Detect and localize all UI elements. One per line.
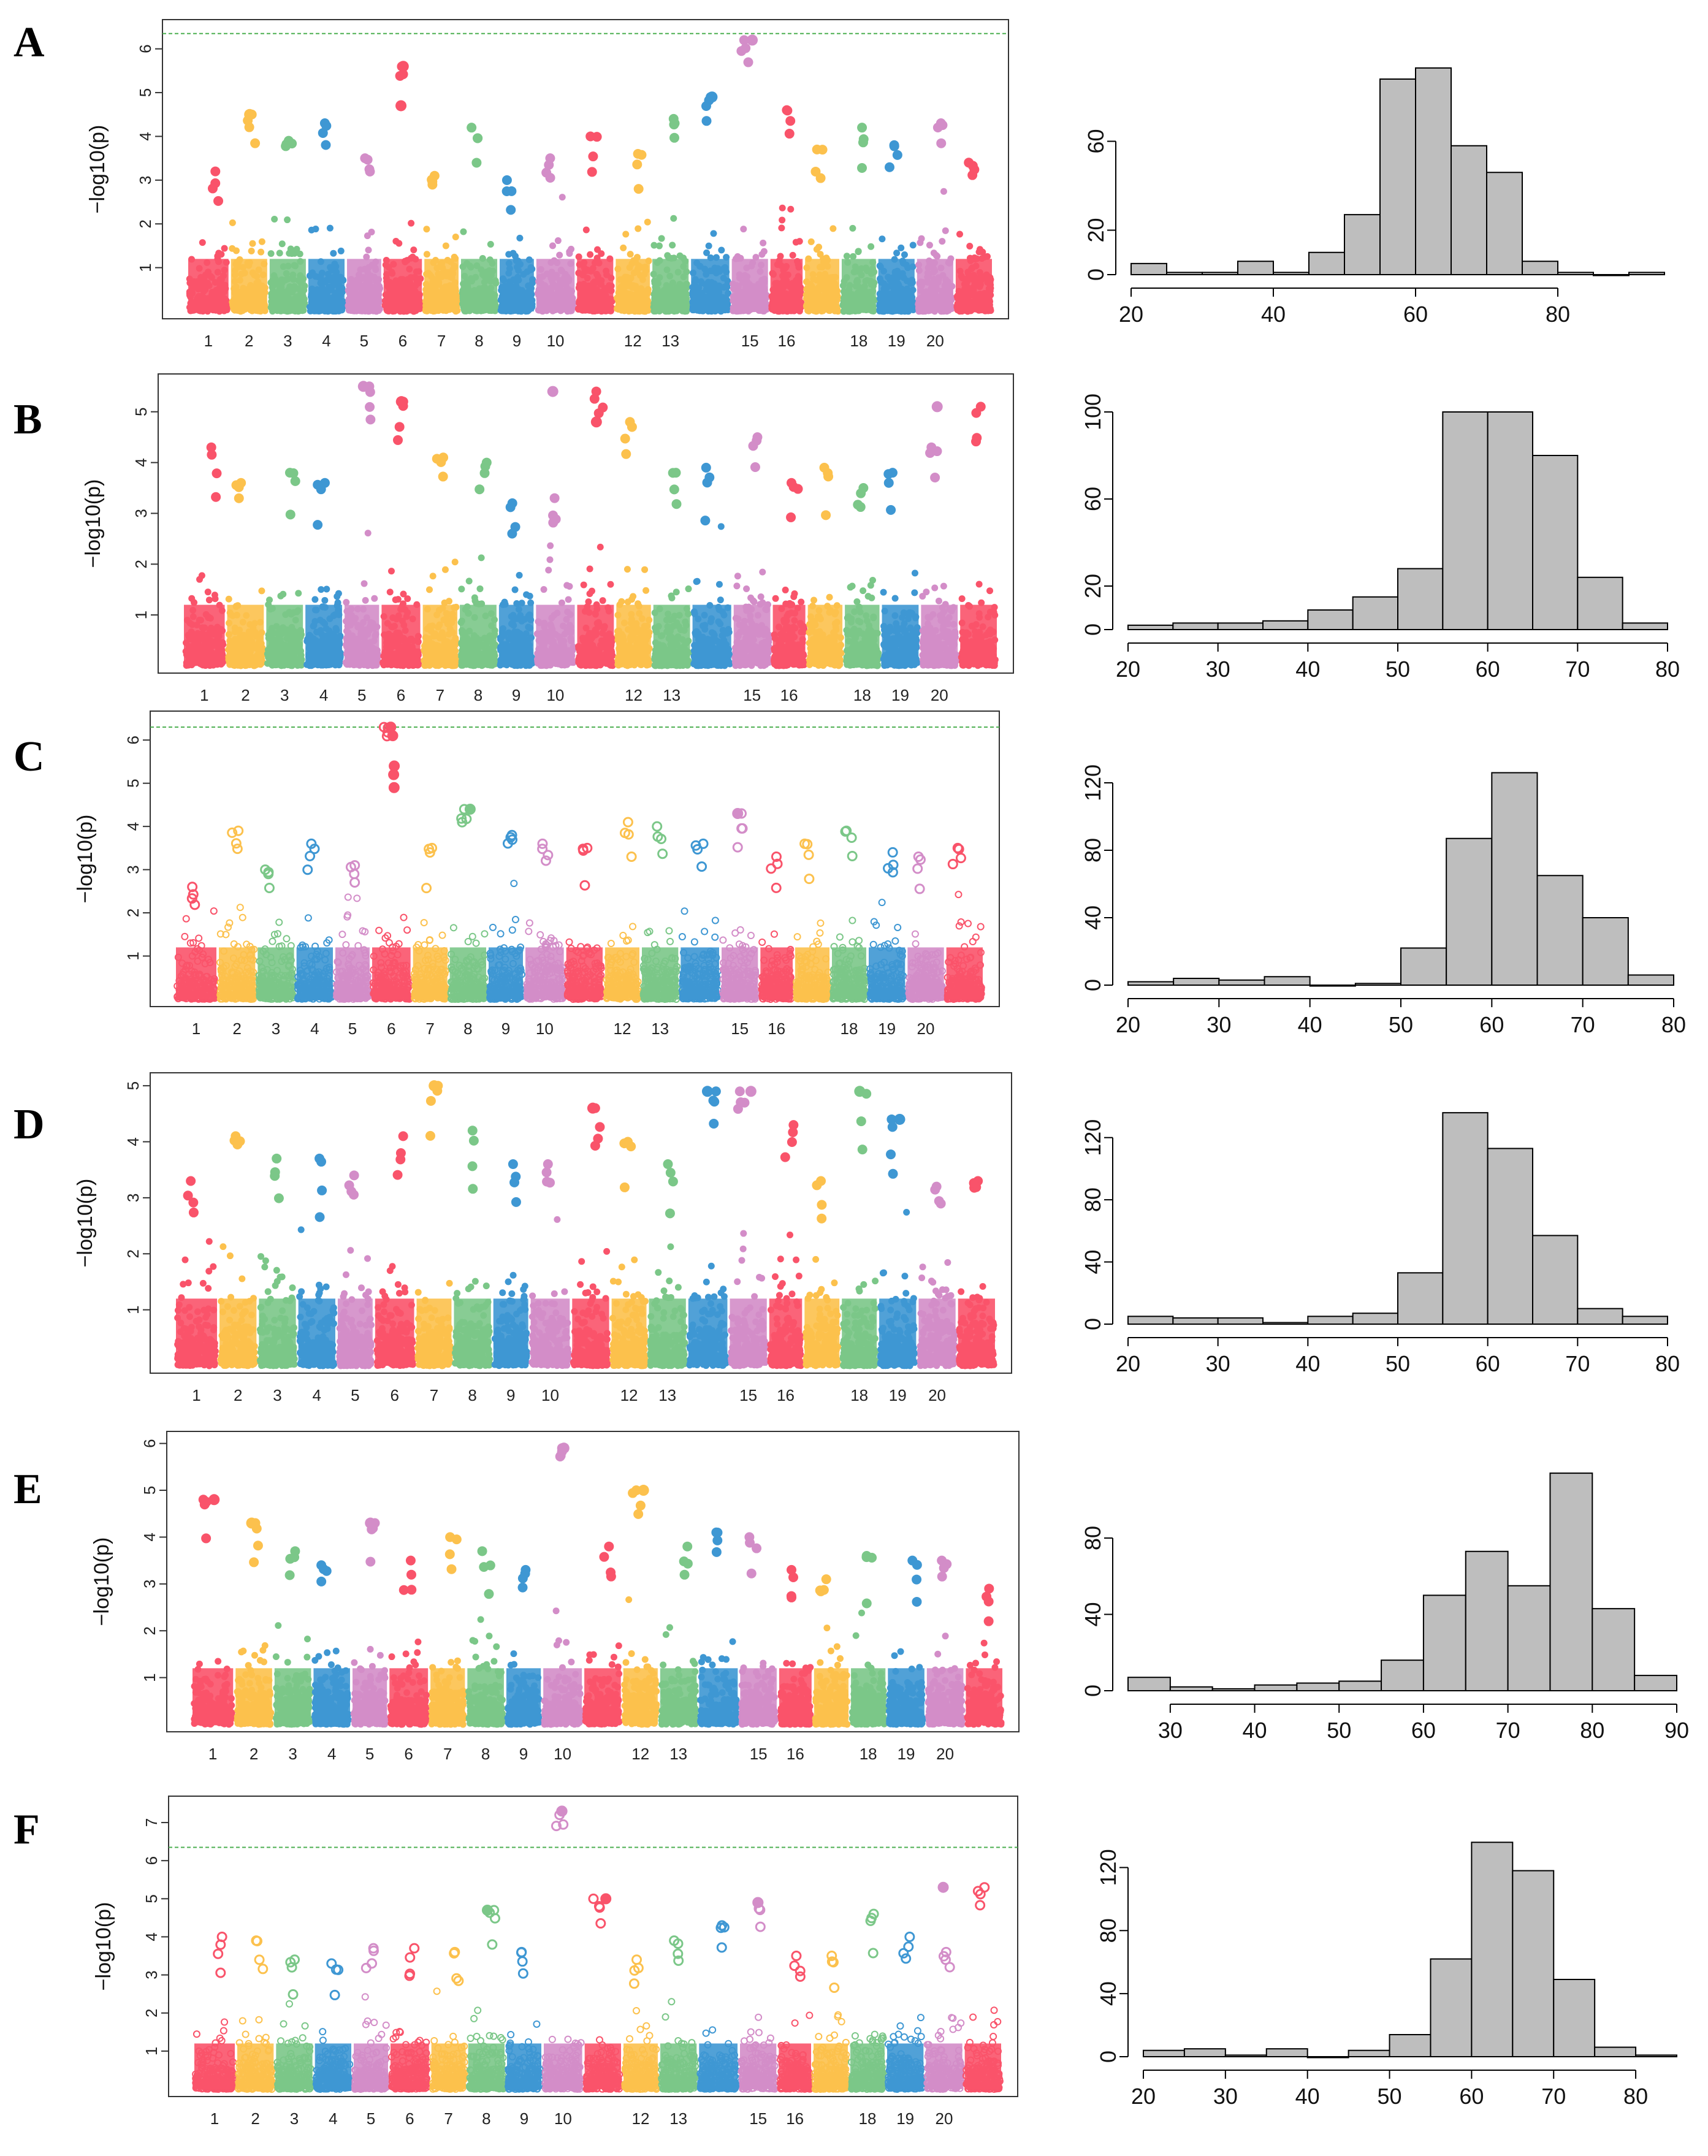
snp-point xyxy=(312,226,319,232)
chromosome-6-points xyxy=(381,61,424,314)
peak-snp xyxy=(365,167,375,177)
snp-point xyxy=(288,247,294,254)
chromosome-2-points xyxy=(229,110,269,315)
snp-density-band xyxy=(231,259,267,311)
figure-canvas: 123456−log10(p)1 2 3 4 5 6 7 8 9 10 12 13 15 16 18 19 20… xyxy=(0,0,1708,2156)
manhattan-plot-A: 123456−log10(p)1 2 3 4 5 6 7 8 9 10 12 13 15 16 18 19 20 xyxy=(86,20,1008,350)
snp-point xyxy=(365,246,372,253)
chromosome-4-points xyxy=(307,118,347,314)
snp-density-band xyxy=(270,259,306,311)
snp-point xyxy=(408,220,414,227)
chromosome-1-points xyxy=(186,167,231,315)
chromosome-7-points xyxy=(422,171,461,314)
snp-point xyxy=(276,250,283,256)
y-tick-label: 4 xyxy=(136,132,154,140)
snp-point xyxy=(221,245,228,252)
snp-point xyxy=(214,253,221,259)
snp-point xyxy=(330,250,337,257)
snp-point xyxy=(338,248,345,254)
y-tick-label: 3 xyxy=(136,176,154,185)
snp-point xyxy=(297,251,303,257)
chromosome-5-points xyxy=(345,153,383,314)
snp-point xyxy=(257,249,264,256)
y-tick-label: 1 xyxy=(136,263,154,272)
snp-density-band xyxy=(308,259,345,311)
snp-point xyxy=(199,239,206,246)
peak-snp xyxy=(213,196,223,206)
y-tick-label: 2 xyxy=(136,219,154,228)
peak-snp xyxy=(281,141,291,151)
peak-snp xyxy=(318,128,328,138)
y-tick-label: 6 xyxy=(136,44,154,53)
y-tick-label: 5 xyxy=(136,88,154,97)
snp-point xyxy=(229,245,235,252)
snp-point xyxy=(271,216,278,223)
snp-point xyxy=(268,250,275,257)
snp-density-band xyxy=(188,259,229,311)
chromosome-3-points xyxy=(267,136,308,315)
snp-point xyxy=(395,240,402,246)
peak-snp xyxy=(245,123,254,132)
snp-density-band xyxy=(347,259,381,311)
peak-snp xyxy=(321,140,330,150)
snp-point xyxy=(410,246,417,253)
snp-point xyxy=(249,240,256,247)
snp-point xyxy=(364,232,371,239)
snp-point xyxy=(423,226,430,232)
peak-snp xyxy=(250,139,260,148)
snp-point xyxy=(424,251,430,257)
snp-point xyxy=(259,238,265,245)
snp-point xyxy=(248,248,255,254)
peak-snp xyxy=(208,183,218,193)
snp-point xyxy=(279,240,286,247)
snp-point xyxy=(229,219,236,226)
y-axis-label: −log10(p) xyxy=(86,125,109,214)
peak-snp xyxy=(363,155,373,165)
peak-snp xyxy=(210,167,220,177)
snp-point xyxy=(327,225,334,232)
snp-density-band xyxy=(384,259,422,311)
snp-point xyxy=(284,216,291,223)
